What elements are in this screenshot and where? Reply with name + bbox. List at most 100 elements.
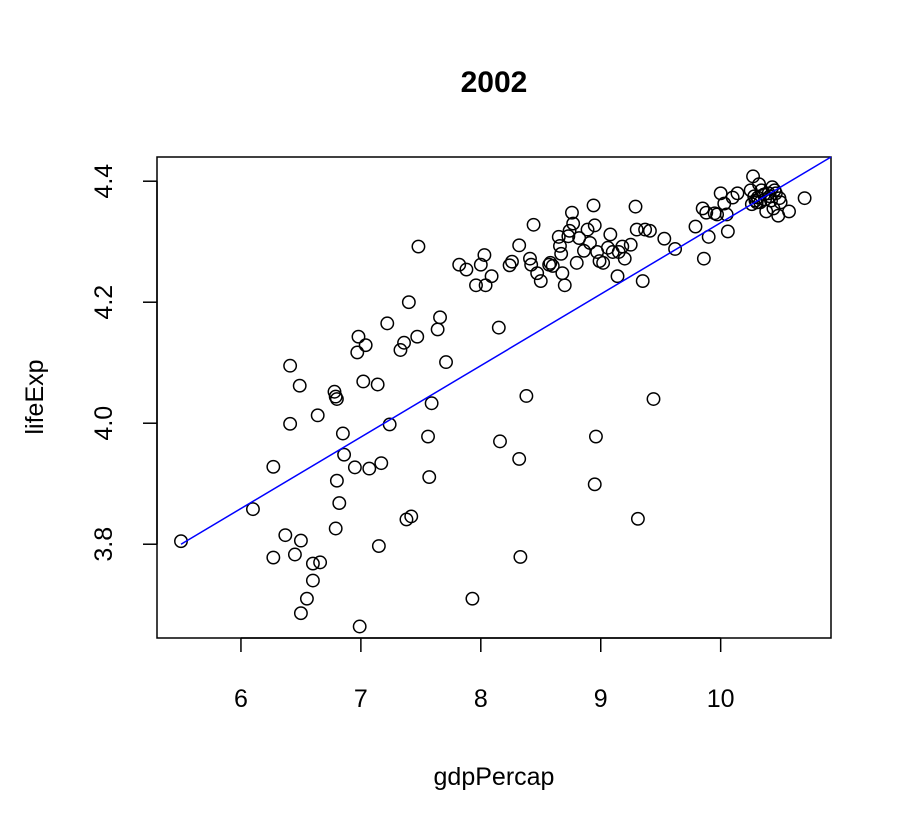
data-point — [332, 496, 347, 511]
y-tick-label: 4.4 — [90, 164, 118, 199]
x-axis: 6 7 8 9 10 — [234, 637, 735, 713]
data-point — [404, 509, 419, 524]
data-point — [668, 242, 683, 256]
data-point — [459, 262, 474, 277]
y-axis: 3.8 4.0 4.2 4.4 — [90, 164, 158, 562]
x-tick-label: 8 — [474, 685, 488, 713]
data-point — [713, 186, 728, 201]
data-point — [588, 429, 603, 444]
data-point — [576, 243, 591, 258]
data-point — [505, 254, 519, 269]
data-point — [710, 207, 725, 222]
data-point — [797, 191, 812, 206]
plot-frame — [156, 156, 832, 639]
data-point — [628, 199, 643, 214]
x-tick-label: 10 — [707, 685, 735, 713]
data-point — [374, 456, 389, 471]
data-point — [313, 555, 328, 570]
trend-layer — [180, 156, 832, 545]
data-point — [397, 335, 412, 350]
data-point — [337, 447, 352, 462]
data-point — [773, 195, 788, 210]
chart-title: 2002 — [461, 66, 528, 99]
data-point — [350, 345, 365, 360]
data-point — [569, 255, 584, 270]
points-layer — [174, 169, 812, 634]
data-point — [430, 322, 445, 337]
data-point — [695, 201, 710, 216]
data-point — [335, 426, 350, 441]
data-point — [370, 377, 385, 392]
data-point — [555, 266, 570, 281]
data-point — [782, 204, 796, 219]
x-tick-label: 9 — [594, 685, 608, 713]
x-tick-label: 7 — [354, 685, 368, 713]
data-point — [582, 235, 597, 250]
data-point — [513, 549, 528, 564]
data-point — [327, 384, 342, 399]
data-point — [696, 251, 711, 266]
data-point — [393, 343, 408, 357]
data-point — [746, 169, 760, 184]
data-point — [720, 224, 735, 239]
data-point — [283, 416, 298, 431]
x-axis-title: gdpPercap — [434, 763, 555, 791]
data-point — [283, 358, 298, 373]
data-point — [266, 459, 281, 474]
data-point — [245, 502, 260, 517]
data-point — [730, 186, 745, 201]
data-point — [523, 251, 537, 266]
data-point — [512, 451, 527, 466]
data-point — [371, 539, 386, 553]
data-point — [329, 392, 344, 406]
data-point — [292, 378, 307, 393]
data-point — [358, 338, 373, 353]
data-point — [433, 310, 447, 325]
data-point — [566, 216, 581, 231]
data-point — [630, 511, 645, 526]
data-point — [580, 222, 595, 237]
data-point — [305, 556, 320, 571]
data-point — [424, 396, 439, 411]
data-point — [411, 239, 426, 254]
data-point — [328, 521, 343, 536]
data-point — [380, 316, 395, 331]
data-point — [586, 198, 601, 213]
data-point — [642, 223, 657, 238]
data-point — [699, 205, 714, 220]
data-point — [646, 392, 661, 406]
data-point — [493, 434, 507, 449]
data-point — [293, 606, 308, 621]
y-tick-label: 3.8 — [90, 527, 118, 562]
data-point — [452, 257, 467, 272]
data-point — [545, 258, 560, 273]
data-point — [305, 573, 320, 588]
data-point — [553, 238, 567, 253]
data-point — [478, 278, 493, 293]
data-point — [657, 231, 672, 246]
data-point — [439, 355, 453, 370]
data-point — [356, 374, 371, 389]
data-point — [587, 218, 602, 233]
data-point — [533, 274, 548, 288]
data-point — [512, 238, 527, 253]
data-point — [623, 237, 638, 252]
data-point — [266, 550, 281, 565]
data-point — [401, 295, 416, 310]
data-point — [465, 591, 480, 606]
data-point — [477, 248, 492, 262]
data-point — [347, 460, 362, 475]
data-point — [502, 258, 517, 273]
x-tick-label: 6 — [234, 685, 248, 713]
data-point — [519, 389, 534, 403]
data-point — [287, 547, 302, 562]
data-point — [351, 329, 366, 344]
data-point — [299, 591, 314, 606]
data-point — [596, 255, 611, 270]
data-point — [557, 278, 572, 293]
data-point — [561, 229, 576, 244]
data-point — [352, 619, 367, 634]
data-point — [587, 477, 602, 492]
data-point — [565, 205, 579, 220]
